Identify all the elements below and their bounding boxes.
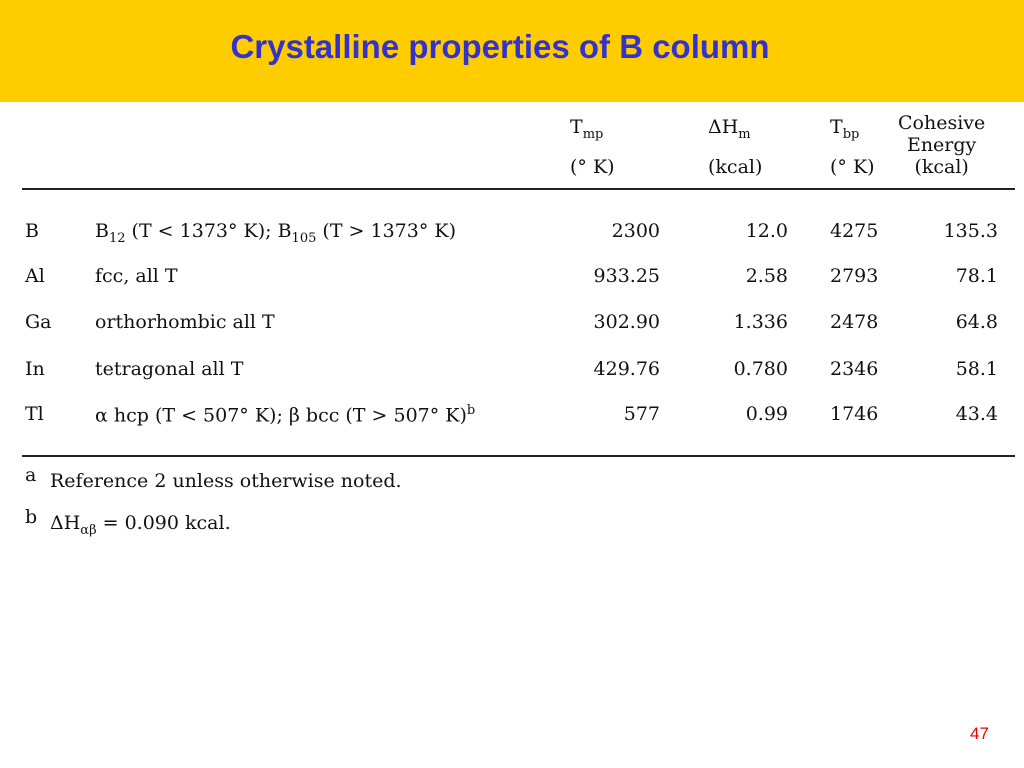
description: fcc, all T (95, 265, 178, 287)
footnote-mark: b (25, 506, 38, 528)
text-run: orthorhombic all T (95, 311, 275, 333)
cell-value: 0.780 (733, 358, 788, 380)
table-row: In tetragonal all T 429.76 0.780 2346 58.1 (0, 358, 1024, 388)
table-row: Al fcc, all T 933.25 2.58 2793 78.1 (0, 265, 1024, 295)
cell-value: 2.58 (745, 265, 788, 287)
text-run: (T > 1373° K) (316, 220, 456, 242)
subscript: 12 (108, 230, 126, 246)
cell-value: 1746 (830, 403, 879, 425)
element: Al (25, 265, 45, 287)
cell-value: 1.336 (733, 311, 788, 333)
cell-value: 0.99 (745, 403, 788, 425)
element: Ga (25, 311, 52, 333)
description: α hcp (T < 507° K); β bcc (T > 507° K)b (95, 403, 475, 426)
header-unit: (kcal) (708, 155, 763, 178)
text-run: α hcp (T < 507° K); β bcc (T > 507° K) (95, 404, 467, 427)
table-row: Ga orthorhombic all T 302.90 1.336 2478 64.8 (0, 311, 1024, 341)
cell-value: 78.1 (955, 265, 998, 287)
header-symbol: Tmp (570, 112, 615, 150)
subscript: m (738, 126, 751, 142)
text-run: ΔH (50, 512, 81, 534)
header-unit: (° K) (830, 155, 875, 178)
title-band (0, 0, 1024, 102)
cell-value: 2346 (830, 358, 879, 380)
text-run: (T < 1373° K); B (125, 220, 292, 242)
description: B12 (T < 1373° K); B105 (T > 1373° K) (95, 220, 456, 246)
symbol: ΔH (708, 116, 739, 138)
column-header: Tmp (° K) (570, 112, 615, 184)
symbol: T (830, 116, 843, 138)
text-run: fcc, all T (95, 265, 178, 287)
cell-value: 64.8 (955, 311, 998, 333)
text-run: = 0.090 kcal. (96, 512, 231, 534)
header-line: Cohesive (898, 112, 986, 134)
header-line: Energy (906, 134, 977, 156)
footnote-text: Reference 2 unless otherwise noted. (50, 470, 402, 492)
column-header: ΔHm (kcal) (708, 112, 762, 184)
subscript: 105 (291, 230, 317, 246)
cell-value: 2793 (830, 265, 879, 287)
cell-value: 135.3 (943, 220, 998, 242)
cell-value: 12.0 (745, 220, 788, 242)
cell-value: 4275 (830, 220, 879, 242)
slide-title: Crystalline properties of B column (230, 28, 770, 65)
cell-value: 43.4 (955, 403, 998, 425)
description: tetragonal all T (95, 358, 243, 380)
symbol: T (570, 116, 583, 138)
table-bottom-rule (22, 455, 1015, 457)
cell-value: 429.76 (593, 358, 660, 380)
element: In (25, 358, 45, 380)
element: Tl (25, 403, 44, 425)
description: orthorhombic all T (95, 311, 275, 333)
subscript: αβ (80, 522, 97, 538)
cell-value: 2300 (611, 220, 660, 242)
text-run: Reference 2 unless otherwise noted. (50, 470, 402, 492)
cell-value: 577 (623, 403, 660, 425)
cell-value: 933.25 (593, 265, 660, 287)
header-symbol: Tbp (830, 112, 875, 150)
cell-value: 2478 (830, 311, 879, 333)
element: B (25, 220, 39, 242)
table-row: Tl α hcp (T < 507° K); β bcc (T > 507° K)… (0, 403, 1024, 433)
footnote-mark: a (25, 464, 37, 486)
header-unit: (° K) (570, 155, 615, 178)
header-symbol: ΔHm (708, 112, 762, 150)
cell-value: 58.1 (955, 358, 998, 380)
subscript: bp (842, 126, 860, 142)
text-run: tetragonal all T (95, 358, 244, 380)
column-header: Tbp (° K) (830, 112, 875, 184)
table-top-rule (22, 188, 1015, 190)
table-row: B B12 (T < 1373° K); B105 (T > 1373° K) 23… (0, 220, 1024, 250)
text-run: B (95, 220, 109, 242)
footnote-text: ΔHαβ = 0.090 kcal. (50, 512, 231, 538)
header-unit: (kcal) (914, 156, 969, 178)
column-header: Cohesive Energy (kcal) (898, 112, 985, 178)
subscript: mp (582, 126, 604, 142)
cell-value: 302.90 (593, 311, 660, 333)
superscript: b (466, 403, 476, 418)
page-number: 47 (970, 724, 989, 743)
